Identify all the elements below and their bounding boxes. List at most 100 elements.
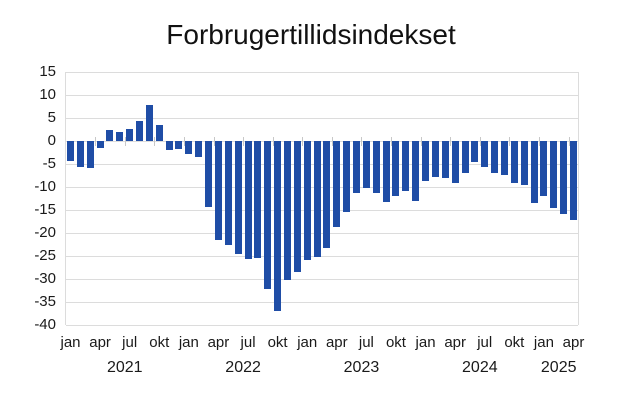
bar [520,141,528,186]
zero-axis-tick [154,136,156,146]
x-tick-label: okt [504,334,525,351]
x-tick-label: okt [149,334,170,351]
x-tick-label: jan [297,334,318,351]
zero-axis-tick [568,136,570,146]
bar [126,129,134,141]
zero-axis-tick [95,136,97,146]
bar [481,141,489,167]
y-tick-label: -25 [34,247,56,264]
bar [530,141,538,203]
y-tick-label: -30 [34,270,56,287]
gridline [66,255,578,257]
bar [185,141,193,155]
bar [353,141,361,193]
bar [362,141,370,189]
x-tick-label: okt [385,334,406,351]
zero-axis-tick [479,136,481,146]
bar [96,141,104,149]
bar [333,141,341,227]
chart-title: Forbrugertillidsindekset [166,19,456,50]
zero-axis-tick [331,136,333,146]
zero-axis-tick [183,136,185,146]
gridline [66,94,578,96]
bar [510,141,518,184]
y-tick-label: -5 [42,155,56,172]
bar [402,141,410,192]
x-tick-label: okt [267,334,288,351]
bar [313,141,321,257]
bar [283,141,291,280]
gridline [66,163,578,165]
x-tick-label: apr [89,334,111,351]
bar [471,141,479,162]
zero-axis-tick [450,136,452,146]
bar [293,141,301,272]
x-tick-label: apr [444,334,466,351]
y-tick-label: -35 [34,293,56,310]
bar [343,141,351,212]
zero-axis-tick [213,136,215,146]
x-tick-label: apr [562,334,585,351]
bar [382,141,390,202]
x-tick-label: jan [415,334,436,351]
bar [244,141,252,260]
y-tick-label: 5 [47,109,56,126]
bar [254,141,262,259]
y-tick-label: -40 [34,316,56,333]
x-tick-label: apr [207,334,230,351]
gridline [66,301,578,303]
x-tick-label: jan [60,334,81,351]
y-tick-label: -15 [34,201,56,218]
bar [392,141,400,197]
bar [116,132,124,141]
zero-axis-tick [538,136,540,146]
y-tick-label: 0 [47,132,56,149]
bar [431,141,439,177]
x-tick-label: jul [240,334,256,351]
bar [451,141,459,183]
gridline [66,324,578,326]
bar [145,104,153,141]
x-tick-label: jan [533,334,554,351]
zero-axis-tick [420,136,422,146]
bar [441,141,449,179]
bar [303,141,311,261]
bar [205,141,213,208]
zero-axis-tick [302,136,304,146]
zero-axis-tick [243,136,245,146]
bar [323,141,331,249]
y-tick-label: 15 [39,63,56,80]
year-label: 2024 [462,359,498,376]
zero-axis-tick [361,136,363,146]
gridline [66,278,578,280]
bar [76,141,84,168]
x-tick-label: apr [325,334,348,351]
bar [264,141,272,290]
bar [570,141,577,221]
zero-axis-tick [272,136,274,146]
year-label: 2025 [540,359,577,376]
gridline [66,71,578,73]
bar [165,141,173,151]
zero-axis-tick [391,136,393,146]
bar [500,141,508,176]
gridline [66,209,578,211]
gridline [66,140,578,142]
plot-area: 15 10 5 0 -5 -10 -15 -20 -25 -30 -35 -40 jan apr jul ok… [34,64,584,377]
gridline [66,186,578,188]
bar [224,141,232,245]
bar [560,141,568,215]
bar [136,121,144,141]
bar [175,141,183,150]
year-label: 2022 [225,359,261,376]
bar [461,141,469,173]
bar [234,141,242,255]
bar [214,141,222,240]
gridline [66,117,578,119]
bar [195,141,203,158]
bar [155,125,163,141]
bar [491,141,499,174]
bar [106,129,114,141]
bar [412,141,420,201]
